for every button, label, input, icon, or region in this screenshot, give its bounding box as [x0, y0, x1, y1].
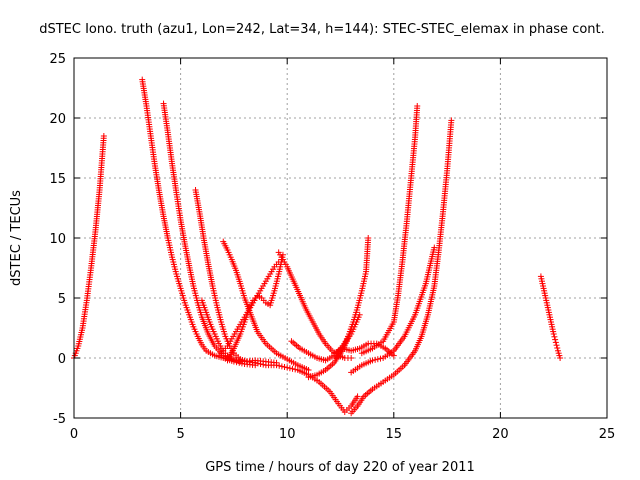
- x-axis-label: GPS time / hours of day 220 of year 2011: [205, 460, 475, 475]
- data-point: [278, 363, 285, 370]
- data-point: [286, 365, 293, 372]
- series-0: [71, 133, 107, 361]
- data-point: [100, 133, 107, 139]
- series-14: [358, 103, 421, 357]
- data-point: [273, 362, 280, 369]
- series-9: [252, 359, 361, 415]
- data-points: [71, 76, 564, 417]
- y-tick-label: 15: [49, 172, 66, 187]
- y-axis-label: dSTEC / TECUs: [9, 190, 24, 286]
- data-point: [377, 355, 384, 362]
- series-2: [160, 100, 280, 366]
- series-5: [220, 238, 312, 373]
- data-point: [260, 361, 267, 368]
- data-point: [374, 356, 381, 363]
- series-7: [224, 251, 286, 364]
- data-point: [552, 339, 559, 346]
- series-6: [215, 259, 282, 359]
- data-point: [431, 244, 438, 251]
- series-12: [333, 235, 372, 361]
- data-point: [284, 364, 291, 371]
- y-tick-label: -5: [53, 412, 66, 427]
- data-point: [550, 331, 557, 337]
- data-point: [276, 362, 283, 369]
- x-tick-label: 10: [279, 427, 296, 442]
- data-point: [553, 342, 560, 349]
- ticks: 0 5 10 15 20 25 -5 0 5 10 15 20 25: [49, 52, 615, 442]
- y-tick-label: 10: [49, 232, 66, 247]
- y-tick-label: 20: [49, 112, 66, 127]
- series-13: [348, 117, 455, 417]
- y-tick-label: 5: [58, 292, 66, 307]
- data-point: [365, 235, 372, 241]
- data-point: [257, 361, 264, 367]
- data-point: [551, 333, 558, 340]
- chart-title: dSTEC Iono. truth (azu1, Lon=242, Lat=34…: [39, 22, 605, 37]
- data-point: [348, 355, 355, 361]
- data-point: [254, 360, 261, 367]
- data-point: [554, 345, 561, 351]
- data-point: [552, 336, 559, 343]
- x-tick-label: 25: [599, 427, 616, 442]
- data-point: [390, 352, 397, 359]
- series-16: [331, 340, 397, 359]
- data-point: [292, 366, 299, 373]
- x-tick-label: 20: [492, 427, 509, 442]
- data-point: [281, 364, 288, 370]
- data-point: [354, 393, 361, 400]
- data-point: [448, 117, 455, 124]
- y-tick-label: 0: [58, 352, 66, 367]
- grid: [74, 58, 607, 418]
- data-point: [372, 356, 379, 363]
- x-tick-label: 5: [176, 427, 184, 442]
- x-tick-label: 15: [386, 427, 403, 442]
- data-point: [414, 103, 421, 109]
- data-point: [557, 355, 564, 361]
- data-point: [252, 359, 259, 366]
- x-tick-label: 0: [70, 427, 78, 442]
- data-point: [289, 365, 296, 372]
- series-17: [537, 273, 564, 361]
- series-3: [192, 187, 259, 366]
- data-point: [369, 357, 376, 364]
- data-point: [237, 358, 244, 365]
- y-tick-label: 25: [49, 52, 66, 67]
- series-15: [348, 244, 438, 376]
